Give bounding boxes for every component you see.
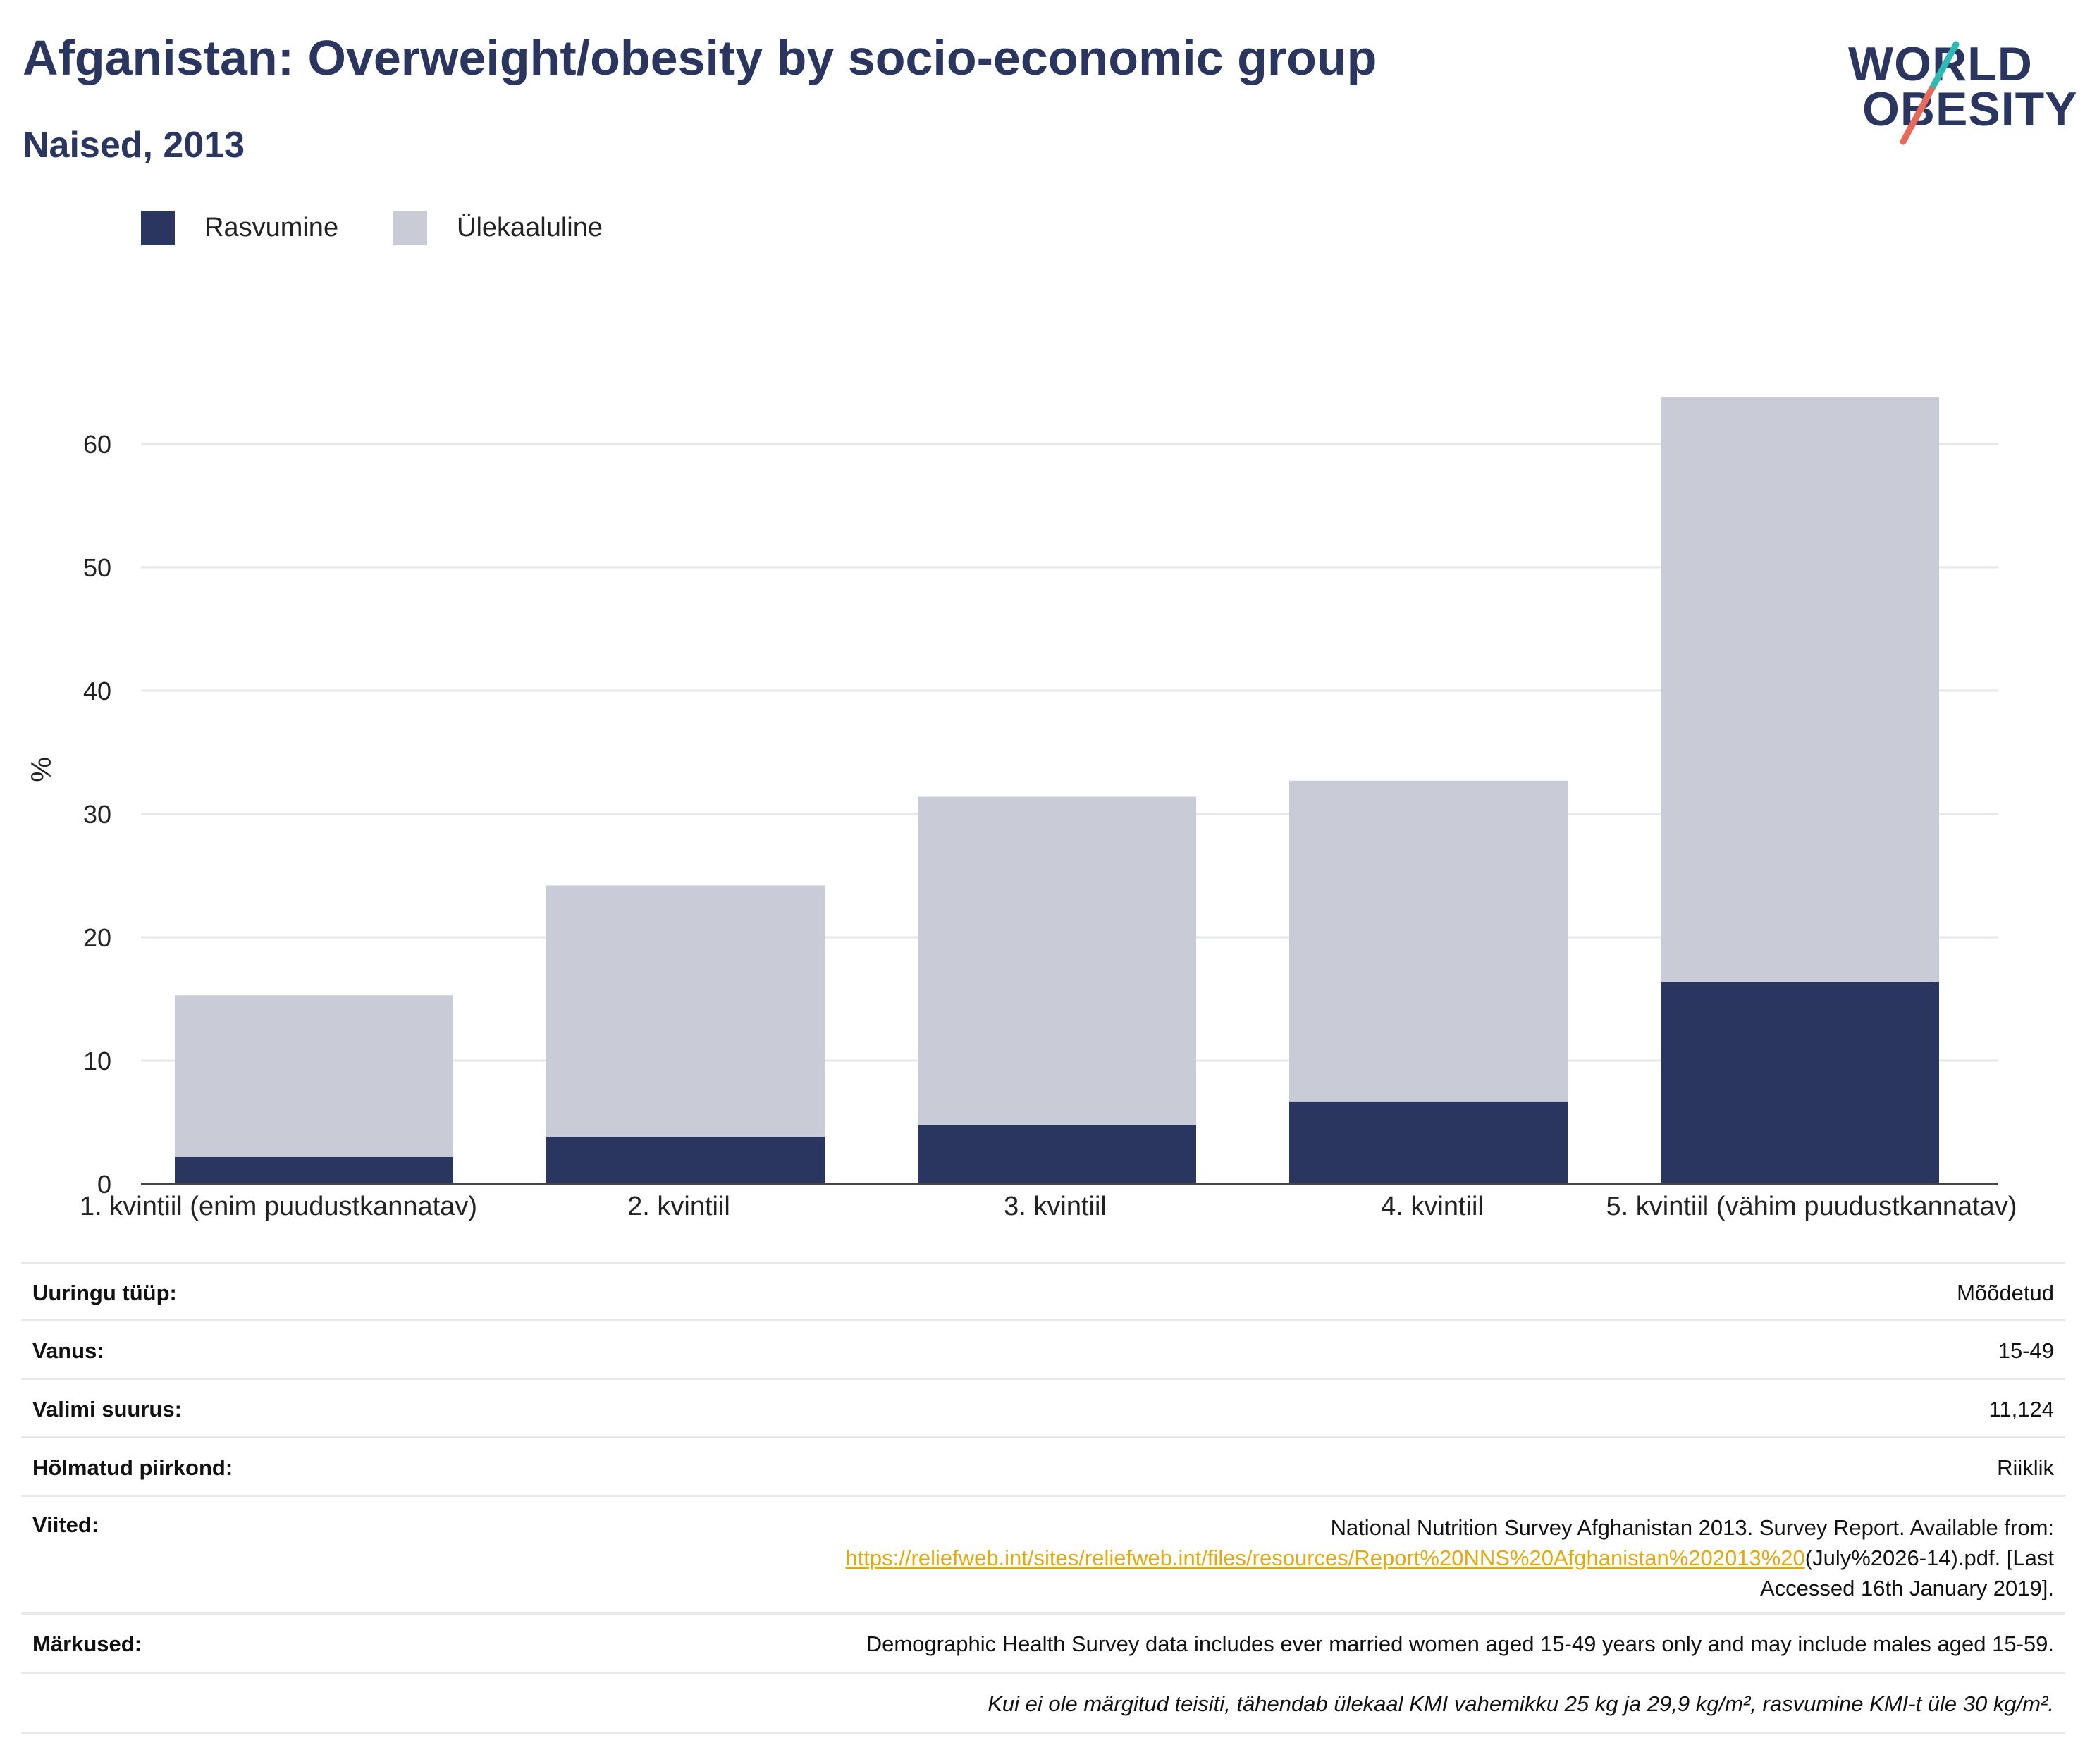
info-value: Mõõdetud [1957,1281,2054,1305]
info-key: Valimi suurus: [32,1397,182,1421]
y-tick-label: 30 [83,800,111,829]
info-key: Viited: [32,1512,99,1537]
bar-segment-ülekaaluline [175,995,453,1157]
info-row-sample-size: Valimi suurus: 11,124 [21,1378,2065,1436]
bar-segment-rasvumine [1661,982,1939,1184]
bar-segment-rasvumine [546,1137,825,1184]
footnote: Kui ei ole märgitud teisiti, tähendab ül… [988,1691,2054,1716]
logo-line-2: OBESITY [1862,82,2078,136]
info-row-notes: Märkused: Demographic Health Survey data… [21,1612,2065,1672]
bar-segment-rasvumine [1289,1101,1568,1184]
x-tick-label: 5. kvintiil (vähim puudustkannatav) [1606,1192,2017,1221]
info-row-references: Viited: National Nutrition Survey Afghan… [21,1495,2065,1612]
y-tick-label: 50 [83,553,111,582]
legend-swatch [393,211,427,245]
reference-text: National Nutrition Survey Afghanistan 20… [1330,1515,2054,1540]
bar-segment-rasvumine [175,1157,453,1184]
x-tick-label: 2. kvintiil [627,1192,730,1221]
bar-segment-ülekaaluline [1661,397,1939,982]
info-row-footnote: Kui ei ole märgitud teisiti, tähendab ül… [21,1672,2065,1734]
bar-segment-ülekaaluline [1289,780,1568,1102]
y-axis-label: % [26,757,57,782]
info-row-survey-type: Uuringu tüüp: Mõõdetud [21,1262,2065,1319]
info-table: Uuringu tüüp: Mõõdetud Vanus: 15-49 Vali… [21,1262,2065,1734]
info-key: Vanus: [32,1338,104,1363]
x-tick-label: 4. kvintiil [1381,1192,1484,1221]
chart-subtitle: Naised, 2013 [23,125,245,166]
info-key: Hõlmatud piirkond: [32,1455,233,1480]
info-value: Riiklik [1997,1455,2054,1480]
world-obesity-logo[interactable]: WORLD OBESITY [1833,32,2077,152]
x-tick-label: 1. kvintiil (enim puudustkannatav) [80,1192,477,1221]
info-value: 15-49 [1998,1338,2054,1363]
reference-text-end: Accessed 16th January 2019]. [1759,1576,2054,1600]
info-key: Märkused: [32,1632,142,1656]
legend-label: Rasvumine [204,213,339,242]
reference-link-line: https://reliefweb.int/sites/reliefweb.in… [21,1543,2054,1573]
y-tick-label: 0 [97,1170,111,1199]
info-row-age: Vanus: 15-49 [21,1319,2065,1378]
reference-link[interactable]: https://reliefweb.int/sites/reliefweb.in… [845,1546,1805,1570]
info-key: Uuringu tüüp: [32,1281,177,1305]
info-row-coverage: Hõlmatud piirkond: Riiklik [21,1436,2065,1495]
bar-segment-rasvumine [918,1125,1196,1184]
y-tick-label: 60 [83,430,111,459]
bar-segment-ülekaaluline [546,885,825,1137]
logo-slash-icon [1900,41,1960,145]
reference-text-cont: (July%2026-14).pdf. [Last [1804,1546,2054,1570]
y-tick-label: 20 [83,923,111,952]
info-value: Demographic Health Survey data includes … [866,1632,2054,1656]
info-value: National Nutrition Survey Afghanistan 20… [21,1497,2065,1603]
legend-swatch [141,211,175,245]
y-tick-label: 40 [83,677,111,705]
bar-segment-ülekaaluline [918,796,1196,1125]
chart-title: Afganistan: Overweight/obesity by socio-… [23,30,1377,85]
stacked-bar-chart: 0 10 20 30 40 50 60% 1. kvintiil (enim puudustk… [26,397,2017,1221]
info-value: 11,124 [1988,1397,2054,1421]
legend-label: Ülekaaluline [457,213,603,242]
x-tick-label: 3. kvintiil [1004,1192,1107,1221]
y-tick-label: 10 [83,1047,111,1075]
